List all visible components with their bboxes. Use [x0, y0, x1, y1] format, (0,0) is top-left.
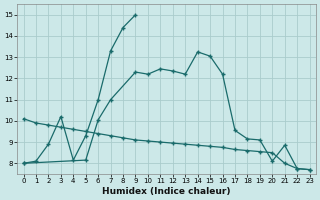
X-axis label: Humidex (Indice chaleur): Humidex (Indice chaleur)	[102, 187, 231, 196]
